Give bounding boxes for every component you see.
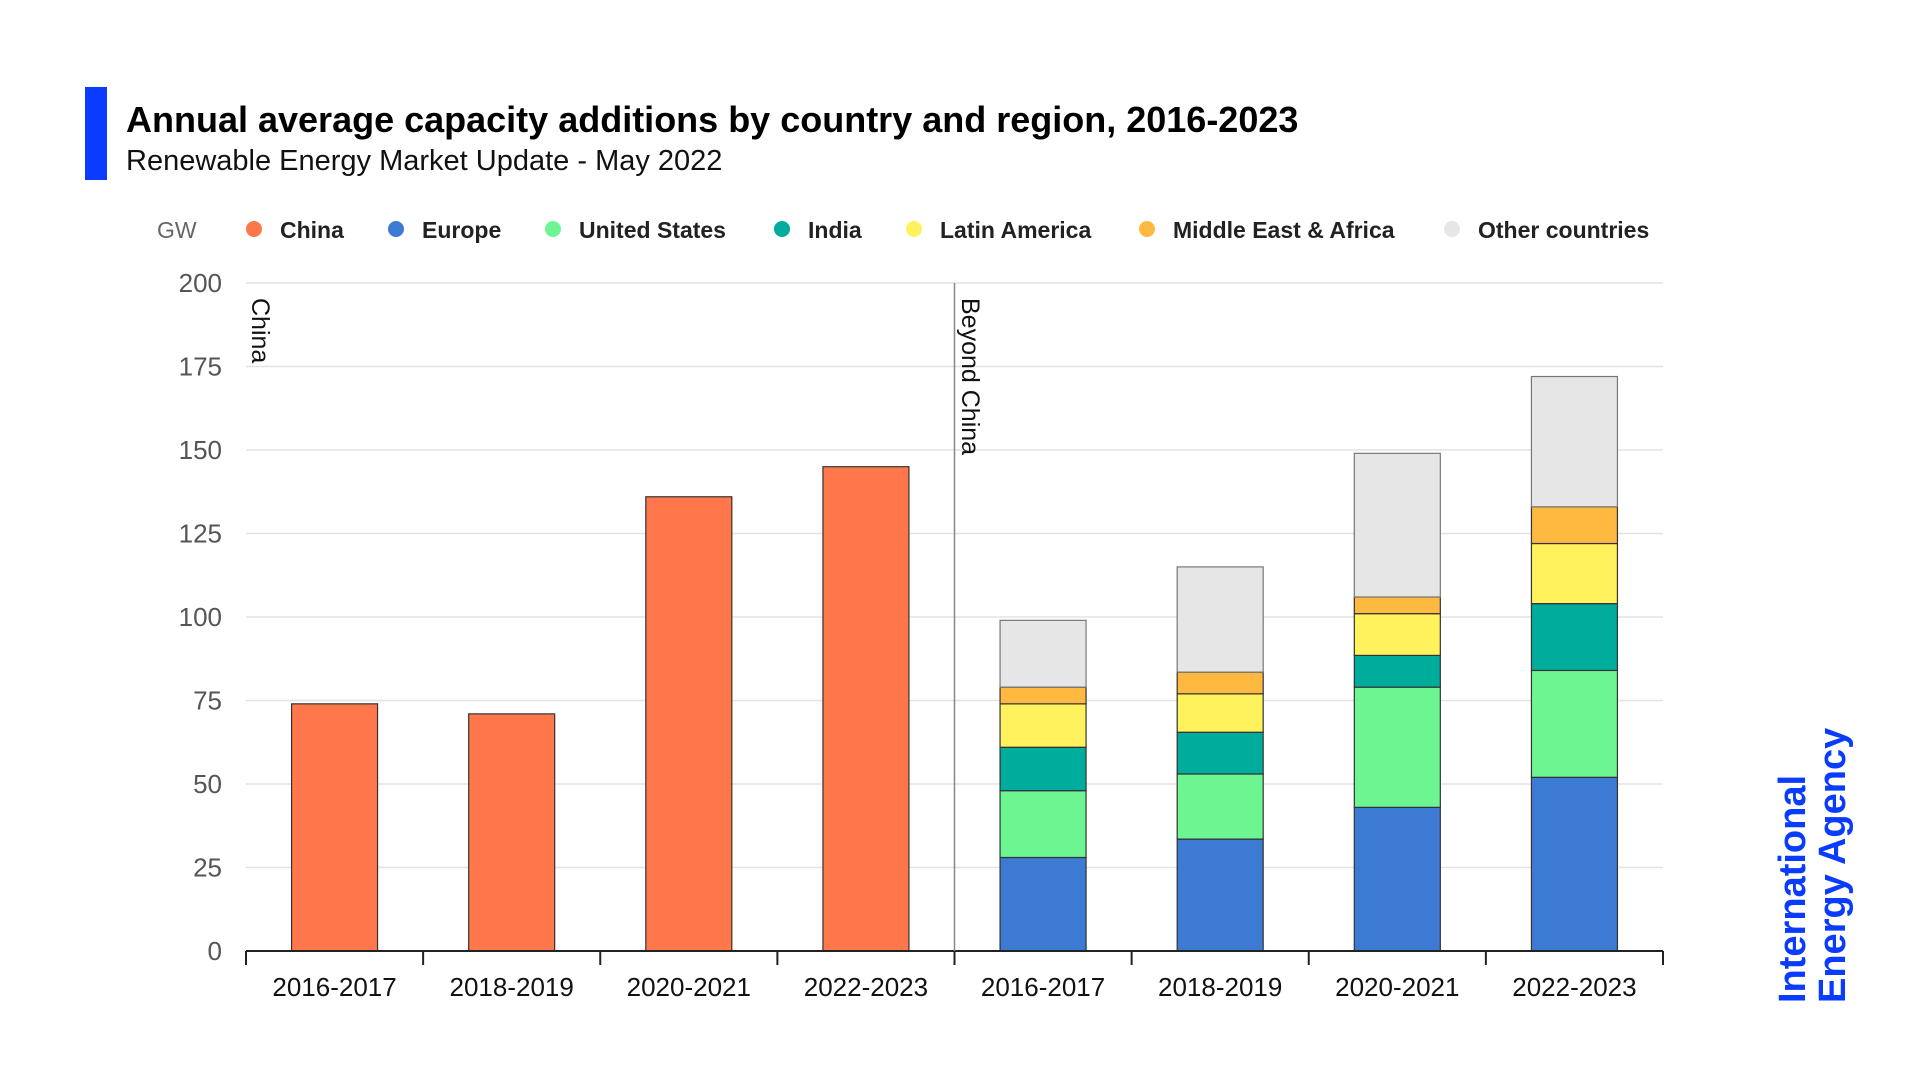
bar-middle-east-africa-2020-2021 [1353,596,1441,615]
bar-europe-2018-2019 [1176,838,1264,952]
legend-swatch [906,221,922,237]
legend: China Europe United States India Latin Ameri… [246,217,1649,243]
legend-swatch [774,221,790,237]
bar-china-2016-2017 [290,703,379,952]
x-tick-label: 2016-2017 [272,972,396,1002]
bar-other-countries-2016-2017 [999,619,1087,688]
title-accent-bar [85,87,107,180]
legend-swatch [1444,221,1460,237]
y-tick-label: 200 [179,268,222,298]
legend-label: India [808,217,862,243]
bar-other-countries-2018-2019 [1176,566,1264,673]
legend-label: China [280,217,344,243]
bar-india-2020-2021 [1353,654,1441,688]
bar-latin-america-2018-2019 [1176,693,1264,733]
bar-latin-america-2016-2017 [999,703,1087,748]
bar-china-2018-2019 [468,713,556,952]
bar-other-countries-2020-2021 [1353,452,1441,598]
bar-other-countries-2022-2023 [1530,375,1619,508]
legend-swatch [545,221,561,237]
bar-india-2022-2023 [1530,603,1619,672]
y-tick-label: 0 [208,936,222,966]
y-tick-label: 125 [179,519,222,549]
x-tick-label: 2016-2017 [981,972,1105,1002]
y-tick-label: 50 [193,769,222,799]
y-unit-label: GW [157,217,197,243]
x-tick-label: 2018-2019 [1158,972,1282,1002]
iea-logo: International Energy Agency [1772,728,1854,1003]
bar-united-states-2016-2017 [999,790,1087,859]
bars: 2016-2017 2018-2019 2020-2021 2022-2023 2016… [272,375,1637,1002]
bar-europe-2020-2021 [1353,806,1441,952]
bar-latin-america-2022-2023 [1530,542,1619,605]
x-tick-label: 2018-2019 [450,972,574,1002]
y-tick-label: 25 [193,853,222,883]
legend-label: Europe [422,217,501,243]
bar-united-states-2022-2023 [1530,669,1619,778]
bar-middle-east-africa-2022-2023 [1530,506,1619,545]
x-tick-label: 2020-2021 [627,972,751,1002]
x-tick-label: 2020-2021 [1335,972,1459,1002]
bar-india-2018-2019 [1176,731,1264,775]
bar-middle-east-africa-2018-2019 [1176,671,1264,695]
x-tick-label: 2022-2023 [1512,972,1636,1002]
annotation-beyond-china: Beyond China [956,298,984,455]
bar-china-2020-2021 [645,496,733,952]
x-tick-label: 2022-2023 [804,972,928,1002]
logo-line1: International [1772,775,1814,1003]
chart-subtitle: Renewable Energy Market Update - May 202… [126,145,722,177]
y-tick-label: 175 [179,352,222,382]
y-tick-label: 100 [179,602,222,632]
y-tick-label: 150 [179,435,222,465]
bar-europe-2022-2023 [1530,776,1619,952]
bar-united-states-2018-2019 [1176,773,1264,840]
bar-china-2022-2023 [822,466,910,952]
logo-line2: Energy Agency [1812,728,1854,1003]
axes [245,283,1664,965]
legend-swatch [246,221,262,237]
legend-label: Other countries [1478,217,1649,243]
bar-united-states-2020-2021 [1353,686,1441,808]
chart-title: Annual average capacity additions by cou… [126,99,1298,140]
bar-europe-2016-2017 [999,856,1087,952]
bar-middle-east-africa-2016-2017 [999,686,1087,705]
legend-swatch [388,221,404,237]
legend-label: United States [579,217,726,243]
bar-latin-america-2020-2021 [1353,613,1441,657]
legend-swatch [1139,221,1155,237]
y-tick-label: 75 [193,686,222,716]
legend-label: Middle East & Africa [1173,217,1395,243]
annotation-china: China [246,298,274,363]
legend-label: Latin America [940,217,1091,243]
bar-india-2016-2017 [999,746,1087,792]
